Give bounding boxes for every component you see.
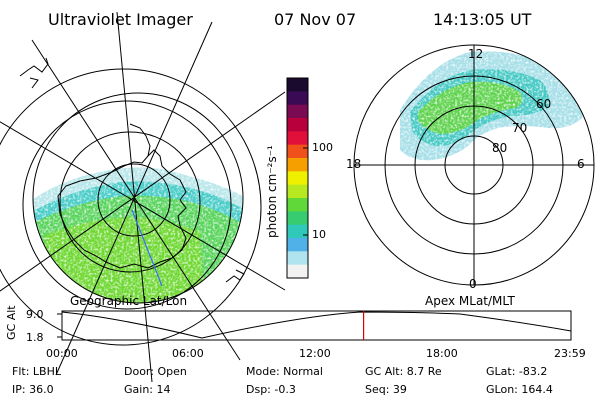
mode-readout: Mode: Normal (246, 365, 323, 378)
gain-readout: Gain: 14 (124, 383, 171, 396)
ip-readout: IP: 36.0 (12, 383, 54, 396)
colorbar-band (287, 131, 308, 146)
glon-readout: GLon: 164.4 (486, 383, 553, 396)
colorbar-band (287, 78, 308, 92)
colorbar-band (287, 118, 308, 132)
lat-label-70: 70 (512, 121, 528, 135)
altitude-curve (61, 311, 572, 339)
altitude-ylabel: GC Alt (5, 305, 18, 340)
colorbar (286, 77, 309, 279)
gc-alt-readout: GC Alt: 8.7 Re (365, 365, 442, 378)
satellite-track (131, 209, 163, 287)
colorbar-bands (287, 78, 308, 279)
mlt-label-12: 12 (468, 47, 484, 61)
colorbar-band (287, 198, 308, 212)
colorbar-band (287, 224, 308, 239)
continent-fragment (19, 57, 49, 89)
colorbar-band (287, 238, 308, 252)
colorbar-band (287, 158, 308, 172)
dsp-readout: Dsp: -0.3 (246, 383, 296, 396)
glat-readout: GLat: -83.2 (486, 365, 548, 378)
colorbar-unit-label: photon cm⁻²s⁻¹ (265, 145, 279, 238)
geographic-caption: Geographic Lat/Lon (70, 294, 188, 308)
antarctica-coastline (57, 149, 187, 269)
magnetic-caption: Apex MLat/MLT (425, 294, 515, 308)
colorbar-tick-100: 100 (312, 141, 333, 154)
x-tick-1800: 18:00 (426, 347, 458, 360)
colorbar-band (287, 104, 308, 119)
colorbar-tick-10: 10 (312, 228, 326, 241)
door-readout: Door: Open (124, 365, 187, 378)
time-label: 14:13:05 UT (433, 10, 532, 29)
colorbar-band (287, 184, 308, 199)
magnetic-map (353, 44, 595, 286)
x-tick-1200: 12:00 (299, 347, 331, 360)
lat-label-80: 80 (492, 141, 508, 155)
mlt-label-6: 6 (577, 157, 585, 171)
lat-label-60: 60 (536, 97, 552, 111)
colorbar-band (287, 251, 308, 266)
altitude-plot (57, 310, 572, 341)
mlt-label-0: 0 (469, 277, 477, 291)
colorbar-band (287, 264, 308, 279)
geographic-map (0, 11, 286, 383)
meridian-lines (0, 11, 286, 383)
x-tick-2359: 23:59 (554, 347, 586, 360)
date-label: 07 Nov 07 (274, 10, 357, 29)
x-tick-0000: 00:00 (46, 347, 78, 360)
seq-readout: Seq: 39 (365, 383, 407, 396)
filter-readout: Flt: LBHL (12, 365, 61, 378)
altitude-ymax: 9.0 (26, 308, 44, 321)
x-tick-0600: 06:00 (172, 347, 204, 360)
colorbar-band (287, 144, 308, 159)
colorbar-band (287, 211, 308, 226)
colorbar-band (287, 171, 308, 186)
altitude-ymin: 1.8 (26, 331, 44, 344)
app-title: Ultraviolet Imager (48, 10, 193, 29)
mlt-label-18: 18 (346, 157, 362, 171)
colorbar-band (287, 91, 308, 106)
